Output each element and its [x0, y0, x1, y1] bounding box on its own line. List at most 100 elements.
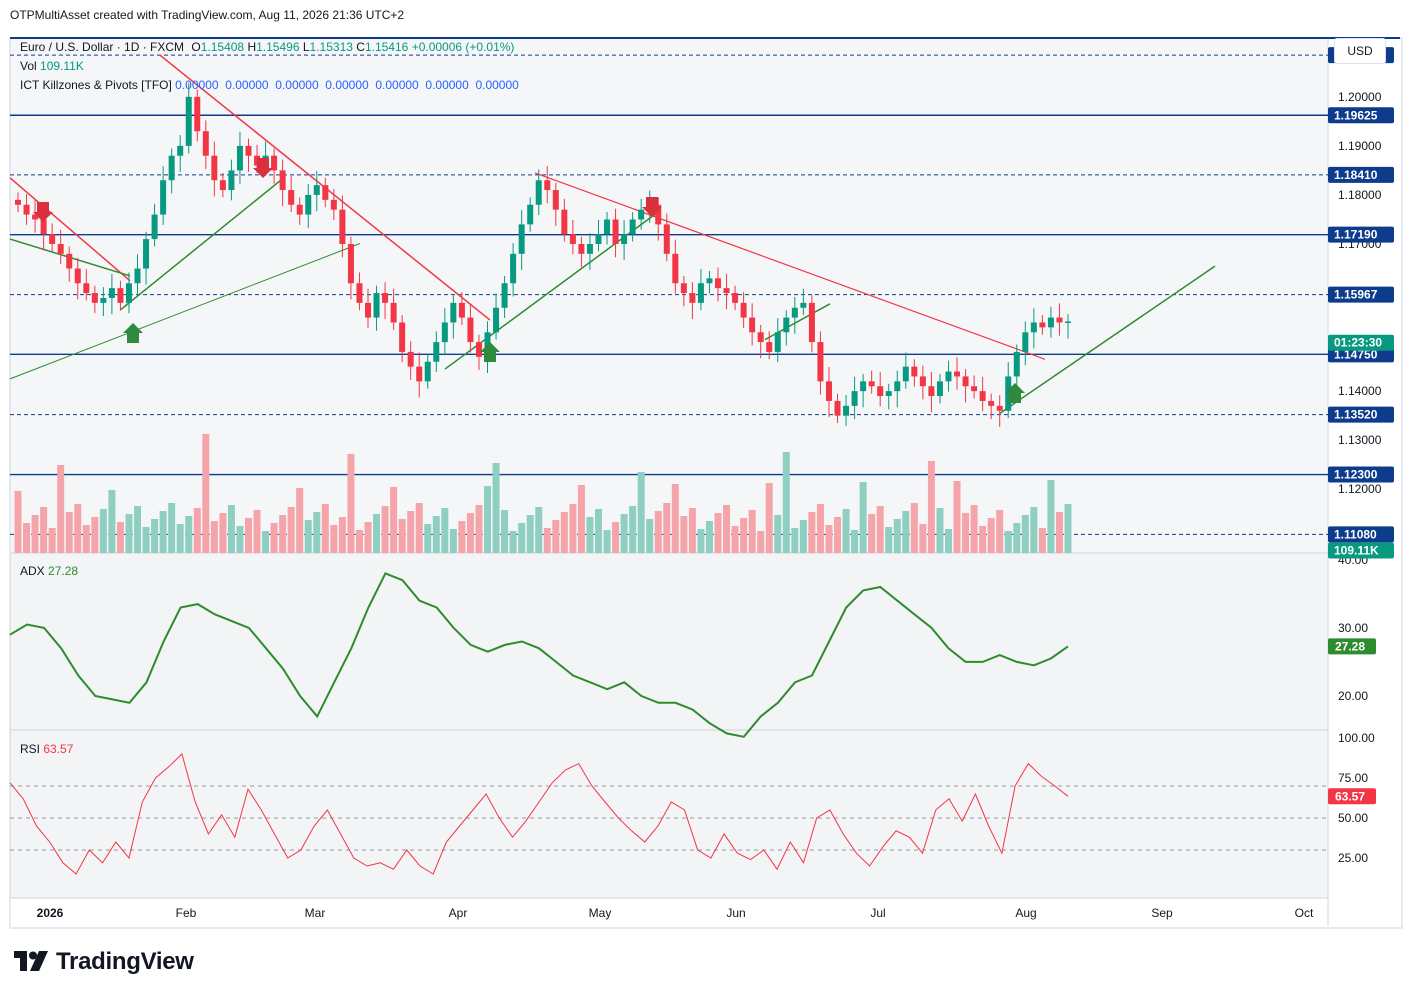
trendline-up-6 — [999, 265, 1216, 414]
candle-body — [501, 283, 508, 308]
volume-bar — [697, 529, 705, 553]
rsi-tick: 100.00 — [1338, 731, 1375, 745]
candle-body — [1039, 322, 1046, 328]
volume-bar — [552, 520, 560, 553]
candle-body — [749, 317, 756, 333]
price-axis[interactable]: 1.200001.190001.180001.170001.160001.150… — [1328, 47, 1394, 865]
level-tag-label: 1.12300 — [1334, 468, 1378, 482]
candle-body — [629, 219, 636, 235]
volume-bar — [501, 510, 509, 553]
candle-body — [1005, 376, 1012, 411]
candle-body — [1022, 332, 1029, 352]
candle-body — [365, 302, 371, 318]
close-value: 1.15416 — [364, 40, 409, 54]
candle-body — [783, 317, 790, 333]
volume-bar — [125, 514, 133, 553]
volume-bar — [782, 452, 790, 553]
volume-bar — [816, 504, 824, 553]
volume-bar — [492, 463, 500, 553]
candle-body — [800, 302, 807, 308]
volume-bar — [731, 526, 739, 553]
candle-body — [911, 366, 918, 377]
level-tag-label: 1.14750 — [1334, 347, 1378, 361]
volume-bar — [193, 508, 201, 553]
candle-body — [134, 268, 141, 284]
volume-bar — [373, 514, 381, 553]
month-label: Feb — [176, 906, 197, 920]
trendline-down-1 — [9, 177, 131, 282]
candle-body — [680, 283, 687, 294]
adx-pane — [9, 572, 1069, 738]
volume-bar — [364, 522, 372, 553]
level-tag — [1328, 166, 1394, 183]
volume-bar — [91, 517, 99, 553]
volume-bar — [236, 526, 244, 553]
adx-pane-bg — [10, 553, 1328, 730]
volume-bar — [953, 481, 961, 553]
rsi-value-tag — [1328, 788, 1376, 805]
ict-legend[interactable]: ICT Killzones & Pivots [TFO] 0.00000 0.0… — [20, 78, 519, 92]
candle-body — [518, 224, 525, 254]
volume-legend[interactable]: Vol 109.11K — [20, 59, 84, 73]
volume-bar — [927, 461, 935, 553]
candle-body — [586, 244, 593, 254]
candle-body — [347, 244, 354, 284]
volume-bar — [885, 527, 893, 553]
level-tag — [1328, 526, 1394, 543]
chart-frame — [9, 37, 1403, 929]
candle-body — [202, 131, 209, 156]
volume-bar — [612, 522, 620, 553]
price-tick: 1.14000 — [1338, 384, 1382, 398]
volume-bar — [970, 505, 978, 553]
level-tag — [1328, 286, 1394, 303]
candle-body — [825, 381, 832, 401]
volume-bar — [740, 518, 748, 553]
candle-body — [621, 234, 628, 244]
volume-bar — [142, 527, 150, 553]
adx-value-tag — [1328, 638, 1376, 655]
volume-bar — [560, 512, 568, 553]
volume-bar — [466, 513, 474, 553]
candle-body — [100, 297, 107, 303]
tradingview-logo[interactable]: TradingView — [14, 948, 194, 976]
rsi-value: 63.57 — [43, 742, 74, 756]
candle-body — [595, 234, 602, 244]
volume-bar — [791, 528, 799, 553]
volume-bar — [1064, 504, 1072, 553]
symbol-name[interactable]: Euro / U.S. Dollar · 1D · FXCM — [20, 40, 185, 54]
volume-bar — [270, 523, 278, 553]
level-tag-label: 1.13520 — [1334, 408, 1378, 422]
candle-body — [399, 322, 406, 352]
volume-bar — [748, 510, 756, 553]
price-tick: 1.12000 — [1338, 482, 1382, 496]
currency-selector[interactable]: USD — [1334, 38, 1386, 64]
volume-bar — [287, 507, 295, 553]
header-attribution: OTPMultiAsset created with TradingView.c… — [10, 8, 405, 22]
adx-value: 27.28 — [48, 564, 79, 578]
adx-legend[interactable]: ADX 27.28 — [20, 564, 78, 578]
candle-body — [185, 96, 192, 146]
volume-bar — [535, 507, 543, 553]
candle-body — [390, 302, 397, 323]
candle-body — [697, 283, 704, 303]
volume-bar — [919, 524, 927, 553]
volume-bar — [637, 472, 645, 553]
volume-bar — [629, 506, 637, 553]
volume-bar — [449, 529, 457, 553]
volume-bar — [219, 513, 227, 553]
rsi-tick: 75.00 — [1338, 771, 1368, 785]
candle-body — [194, 96, 201, 132]
candle-body — [382, 293, 389, 303]
volume-bar — [355, 530, 363, 553]
trendline-down-3 — [534, 172, 1046, 360]
volume-bar — [774, 515, 782, 553]
change-value: +0.00006 (+0.01%) — [411, 40, 515, 54]
candle-body — [125, 283, 132, 303]
rsi-legend[interactable]: RSI 63.57 — [20, 742, 73, 756]
volume-bar — [825, 525, 833, 553]
candle-body — [808, 302, 815, 343]
time-axis[interactable]: 2026 Feb Mar Apr May Jun Jul Aug Sep Oct — [37, 906, 1314, 920]
volume-tag-label: 109.11K — [1334, 544, 1379, 558]
candle-body — [424, 361, 431, 382]
